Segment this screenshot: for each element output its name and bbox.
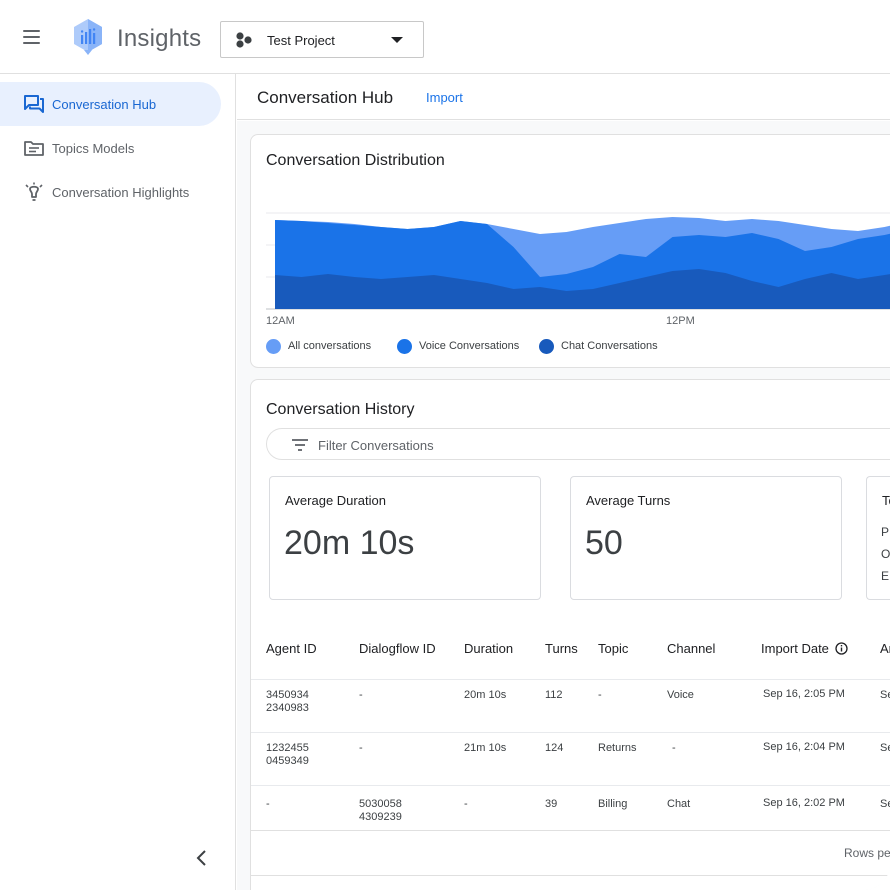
cell-extra: Se <box>880 689 890 701</box>
stat-value: 20m 10s <box>284 524 415 562</box>
distribution-area-chart <box>266 212 890 310</box>
cell-import-date: Sep 16, 2:02 PM <box>763 797 845 809</box>
folder-list-icon <box>24 141 44 156</box>
column-header-dialogflow-id[interactable]: Dialogflow ID <box>359 641 436 656</box>
stat-card-average-duration: Average Duration 20m 10s <box>269 476 541 600</box>
page-title: Conversation Hub <box>257 88 394 107</box>
filter-placeholder: Filter Conversations <box>318 438 434 453</box>
rows-per-page-label: Rows pe <box>844 846 890 860</box>
main-header: Conversation Hub Import <box>237 74 890 120</box>
project-name: Test Project <box>267 33 335 48</box>
hamburger-menu-icon[interactable] <box>20 26 44 48</box>
main-content: Conversation Distribution 12AM 12PM All … <box>237 121 890 890</box>
table-pagination: Rows pe <box>251 830 890 876</box>
column-header-duration[interactable]: Duration <box>464 641 514 656</box>
project-dots-icon <box>236 32 252 48</box>
column-header-extra[interactable]: Ar <box>880 641 890 656</box>
insights-logo-icon <box>74 19 102 55</box>
cell-duration: 20m 10s <box>464 689 507 701</box>
cell-topic: - <box>598 689 602 701</box>
lightbulb-icon <box>25 182 43 201</box>
column-header-topic[interactable]: Topic <box>598 641 629 656</box>
legend-label: Chat Conversations <box>561 340 658 352</box>
cell-topic: Returns <box>598 742 637 754</box>
cell-turns: 112 <box>545 689 563 701</box>
stat-card-topics: To P O E <box>866 476 890 600</box>
cell-turns: 124 <box>545 742 564 754</box>
sidebar-item-label: Conversation Hub <box>52 97 157 112</box>
cell-dialogflow-id: - <box>359 689 363 701</box>
legend-dot <box>266 339 281 354</box>
area-series-chat-conversations[interactable] <box>275 269 890 309</box>
sidebar: Conversation Hub Topics Models Conversat… <box>0 74 236 890</box>
cell-channel: Voice <box>667 689 694 701</box>
filter-lines-icon <box>292 439 308 451</box>
sidebar-item-conversation-highlights[interactable]: Conversation Highlights <box>0 170 221 214</box>
legend-label: Voice Conversations <box>419 340 520 352</box>
cell-import-date: Sep 16, 2:05 PM <box>763 688 845 700</box>
stat-label: Average Turns <box>586 493 671 508</box>
top-bar: Insights Test Project <box>0 0 890 74</box>
column-header-turns[interactable]: Turns <box>545 641 578 656</box>
table-row[interactable]: 1232455 0459349 - 21m 10s 124 Returns - S… <box>251 733 890 786</box>
cell-dialogflow-id: - <box>359 742 363 754</box>
sidebar-item-label: Conversation Highlights <box>52 185 190 200</box>
table-row[interactable]: 3450934 2340983 - 20m 10s 112 - Voice Sep… <box>251 680 890 733</box>
table-header-row: Agent ID Dialogflow ID Duration Turns To… <box>251 628 890 680</box>
cell-agent-id: - <box>266 798 270 810</box>
history-title: Conversation History <box>266 401 415 418</box>
column-header-import-date[interactable]: Import Date <box>761 641 848 656</box>
column-header-channel[interactable]: Channel <box>667 641 716 656</box>
stat-mini-label: E <box>881 569 890 583</box>
conversation-distribution-card: Conversation Distribution 12AM 12PM All … <box>250 134 890 368</box>
cell-dialogflow-id: 5030058 4309239 <box>359 798 402 823</box>
import-link[interactable]: Import <box>426 90 463 105</box>
cell-agent-id: 3450934 2340983 <box>266 689 309 714</box>
x-tick-label: 12AM <box>266 315 295 327</box>
cell-channel: Chat <box>667 798 691 810</box>
cell-topic: Billing <box>598 798 628 810</box>
filter-conversations-input[interactable]: Filter Conversations <box>266 428 890 460</box>
sidebar-item-label: Topics Models <box>52 141 135 156</box>
stat-label: To <box>882 493 890 508</box>
stat-mini-label: P <box>881 525 890 539</box>
column-header-label: Import Date <box>761 641 829 656</box>
chevron-left-icon[interactable] <box>190 846 214 870</box>
stat-value: 50 <box>585 524 623 562</box>
table-row[interactable]: - 5030058 4309239 - 39 Billing Chat Sep 1… <box>251 786 890 830</box>
cell-turns: 39 <box>545 798 558 810</box>
cell-duration: 21m 10s <box>464 742 507 754</box>
column-header-agent-id[interactable]: Agent ID <box>266 641 317 656</box>
cell-extra: Se <box>880 742 890 754</box>
legend-label: All conversations <box>288 340 372 352</box>
conversation-history-card: Conversation History Filter Conversation… <box>250 379 890 890</box>
stat-label: Average Duration <box>285 493 386 508</box>
sidebar-item-conversation-hub[interactable]: Conversation Hub <box>0 82 221 126</box>
distribution-title: Conversation Distribution <box>266 152 445 169</box>
cell-duration: - <box>464 798 468 810</box>
project-selector[interactable]: Test Project <box>220 21 424 58</box>
stat-card-average-turns: Average Turns 50 <box>570 476 842 600</box>
legend-dot <box>397 339 412 354</box>
info-circle-icon[interactable] <box>835 642 848 655</box>
app-title: Insights <box>117 25 202 52</box>
dropdown-caret-icon <box>391 37 403 43</box>
sidebar-item-topics-models[interactable]: Topics Models <box>0 126 221 170</box>
stat-mini-label: O <box>881 547 890 561</box>
cell-channel: - <box>672 742 676 754</box>
cell-import-date: Sep 16, 2:04 PM <box>763 741 845 753</box>
chat-bubbles-icon <box>24 95 44 113</box>
x-tick-label: 12PM <box>666 315 695 327</box>
cell-extra: Se <box>880 798 890 810</box>
cell-agent-id: 1232455 0459349 <box>266 742 309 767</box>
legend-dot <box>539 339 554 354</box>
